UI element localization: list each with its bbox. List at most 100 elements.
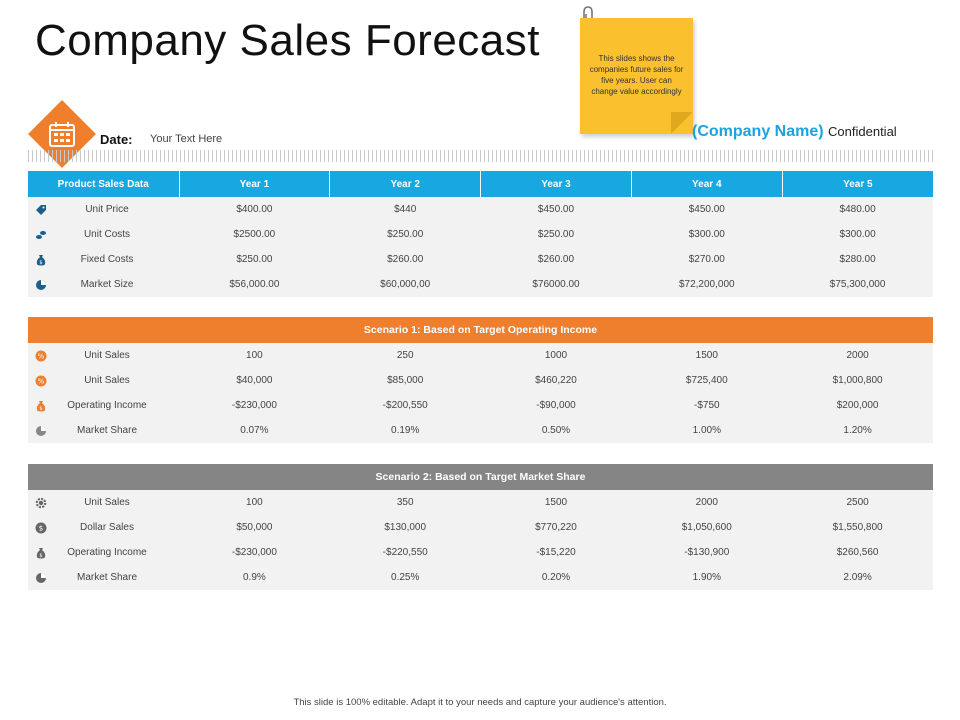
pie-chart-icon — [35, 572, 47, 584]
money-bag-icon: $ — [35, 547, 47, 559]
header-product-sales-data: Product Sales Data — [28, 171, 180, 197]
svg-text:$: $ — [39, 260, 42, 266]
table-cell: 100 — [179, 343, 330, 368]
row-label: Dollar Sales — [80, 522, 134, 533]
money-bag-icon: $ — [35, 254, 47, 266]
table-cell: $76000.00 — [480, 272, 632, 297]
row-label: Unit Sales — [84, 350, 130, 361]
table-cell: -$130,900 — [631, 540, 783, 565]
date-label: Date: — [100, 132, 133, 147]
header-year-4: Year 4 — [631, 171, 783, 197]
row-label-cell: $ Operating Income — [28, 393, 179, 418]
table-cell: 0.07% — [179, 418, 330, 443]
table-cell: 2000 — [782, 343, 933, 368]
table-row: Market Size $56,000.00 $60,000,00 $76000.00… — [28, 272, 933, 297]
row-label-cell: Market Size — [28, 272, 179, 297]
product-sales-table: Product Sales Data Year 1 Year 2 Year 3 … — [28, 171, 933, 297]
table-cell: 250 — [329, 343, 481, 368]
sticky-note-text: This slides shows the companies future s… — [589, 54, 684, 96]
table-cell: $770,220 — [480, 515, 632, 540]
table-row: Market Share 0.9% 0.25% 0.20% 1.90% 2.09% — [28, 565, 933, 590]
table-cell: $250.00 — [480, 222, 632, 247]
table-cell: $75,300,000 — [782, 272, 933, 297]
row-label-cell: Unit Costs — [28, 222, 179, 247]
table-cell: $260.00 — [480, 247, 632, 272]
table-cell: $40,000 — [179, 368, 330, 393]
scenario-1-title: Scenario 1: Based on Target Operating In… — [28, 317, 933, 343]
table-cell: -$90,000 — [480, 393, 632, 418]
table-cell: $460,220 — [480, 368, 632, 393]
table-row: Unit Price $400.00 $440 $450.00 $450.00 $480.… — [28, 197, 933, 222]
dashed-divider — [28, 150, 933, 162]
table-cell: 1500 — [480, 490, 632, 515]
svg-text:$: $ — [39, 553, 42, 559]
table-cell: 350 — [329, 490, 481, 515]
date-text[interactable]: Your Text Here — [150, 133, 223, 145]
table-cell: $450.00 — [631, 197, 783, 222]
table-cell: $250.00 — [329, 222, 481, 247]
pie-chart-icon — [35, 279, 47, 291]
table-cell: 2500 — [782, 490, 933, 515]
header-year-5: Year 5 — [782, 171, 933, 197]
page-title: Company Sales Forecast — [35, 16, 540, 65]
table-cell: $60,000,00 — [329, 272, 481, 297]
company-name: (Company Name) Confidential — [692, 123, 897, 141]
header-year-1: Year 1 — [179, 171, 331, 197]
tag-icon — [35, 204, 47, 216]
scenario-2-table: Scenario 2: Based on Target Market Share… — [28, 464, 933, 590]
svg-text:$: $ — [39, 406, 42, 412]
table-cell: 1.00% — [631, 418, 783, 443]
table-cell: $2500.00 — [179, 222, 330, 247]
table-cell: $280.00 — [782, 247, 933, 272]
table-cell: -$230,000 — [179, 393, 330, 418]
header-year-3: Year 3 — [480, 171, 632, 197]
row-label: Market Share — [76, 572, 138, 583]
row-label: Unit Sales — [84, 375, 130, 386]
table-cell: $450.00 — [480, 197, 632, 222]
percent-badge-icon: % — [35, 350, 47, 362]
table-cell: 2000 — [631, 490, 783, 515]
table-cell: $56,000.00 — [179, 272, 330, 297]
scenario-1-table: Scenario 1: Based on Target Operating In… — [28, 317, 933, 443]
dollar-coin-icon: $ — [35, 522, 47, 534]
row-label-cell: $ Dollar Sales — [28, 515, 179, 540]
table-cell: $1,550,800 — [782, 515, 933, 540]
row-label: Market Size — [80, 279, 134, 290]
table-cell: 0.50% — [480, 418, 632, 443]
confidential-label: Confidential — [828, 124, 897, 139]
table-cell: -$750 — [631, 393, 783, 418]
table-header-row: Product Sales Data Year 1 Year 2 Year 3 … — [28, 171, 933, 197]
header-year-2: Year 2 — [329, 171, 482, 197]
row-label-cell: % Unit Sales — [28, 343, 179, 368]
scenario-2-title: Scenario 2: Based on Target Market Share — [28, 464, 933, 490]
table-cell: $200,000 — [782, 393, 933, 418]
table-cell: 0.25% — [329, 565, 481, 590]
table-cell: -$230,000 — [179, 540, 330, 565]
table-row: Unit Sales 100 350 1500 2000 2500 — [28, 490, 933, 515]
row-label: Unit Sales — [84, 497, 130, 508]
table-row: Unit Costs $2500.00 $250.00 $250.00 $300.00 $… — [28, 222, 933, 247]
table-row: $ Operating Income -$230,000 -$200,550 -$90,… — [28, 393, 933, 418]
table-cell: 0.19% — [329, 418, 481, 443]
table-cell: $260.00 — [329, 247, 481, 272]
svg-text:$: $ — [39, 524, 43, 532]
table-cell: $250.00 — [179, 247, 330, 272]
row-label-cell: Unit Sales — [28, 490, 179, 515]
row-label: Unit Costs — [83, 229, 131, 240]
table-cell: 0.20% — [480, 565, 632, 590]
table-cell: $480.00 — [782, 197, 933, 222]
row-label-cell: % Unit Sales — [28, 368, 179, 393]
table-cell: $440 — [329, 197, 481, 222]
row-label: Market Share — [76, 425, 138, 436]
table-cell: $725,400 — [631, 368, 783, 393]
table-cell: $50,000 — [179, 515, 330, 540]
table-cell: $130,000 — [329, 515, 481, 540]
date-badge — [28, 100, 96, 168]
table-cell: $85,000 — [329, 368, 481, 393]
money-bag-icon: $ — [35, 400, 47, 412]
table-cell: $300.00 — [631, 222, 783, 247]
footer-note: This slide is 100% editable. Adapt it to… — [293, 697, 667, 708]
svg-text:%: % — [38, 377, 45, 385]
table-row: $ Fixed Costs $250.00 $260.00 $260.00 $270.00… — [28, 247, 933, 272]
row-label: Fixed Costs — [80, 254, 134, 265]
